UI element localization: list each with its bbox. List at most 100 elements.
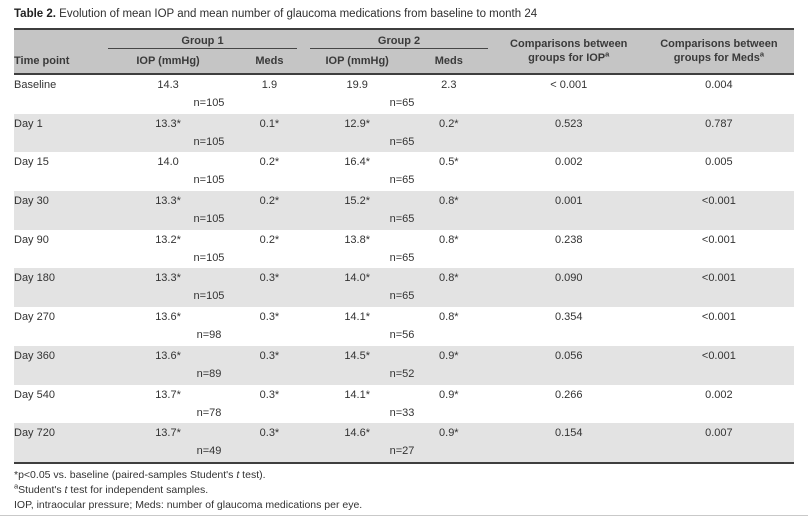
cell-g1-iop: 13.6*: [155, 311, 181, 324]
cell-g1-n: n=49: [196, 445, 222, 458]
cell-timepoint: Day 15: [14, 156, 49, 169]
cell-g2-iop: 19.9: [346, 79, 368, 91]
header-comparison-meds: Comparisons between groups for Medsa: [644, 38, 794, 65]
cell-g1-meds: 1.9: [261, 79, 278, 91]
cell-comp-meds: 0.004: [705, 79, 733, 91]
table-row-day180: Day 180 13.3* 0.3* 14.0* 0.8* 0.090 <0.0…: [14, 268, 794, 308]
cell-g2-meds: 2.3: [441, 79, 457, 91]
cell-g2-meds: 0.8*: [439, 195, 459, 208]
cell-g2-n: n=65: [389, 290, 415, 303]
cell-comp-iop: 0.238: [554, 233, 583, 246]
cell-g1-n: n=78: [196, 406, 222, 419]
cell-g1-meds: 0.3*: [259, 388, 280, 401]
cell-g1-meds: 0.2*: [259, 195, 280, 208]
table-row-day720: Day 720 13.7* 0.3* 14.6* 0.9* 0.154 0.00…: [14, 423, 794, 462]
cell-g1-iop: 13.7*: [155, 427, 181, 440]
cell-comp-meds: 0.007: [705, 427, 733, 440]
cell-g1-iop: 13.3*: [155, 117, 181, 130]
cell-g1-n: n=105: [193, 213, 225, 226]
footnote-text: IOP, intraocular pressure; Meds: number …: [14, 498, 363, 511]
table-body: Baseline 14.3 1.9 19.9 2.3 < 0.001 0.004…: [14, 75, 794, 464]
footnote-a: aStudent's t test for independent sample…: [14, 481, 794, 498]
cell-g1-iop: 13.7*: [155, 388, 181, 401]
header-g1-meds: Meds: [255, 55, 284, 67]
cell-comp-iop: 0.354: [554, 311, 583, 324]
footnote-text: Student's: [18, 483, 65, 496]
cell-g1-meds: 0.2*: [259, 156, 280, 169]
cell-g2-n: n=56: [389, 329, 415, 342]
cell-timepoint: Day 180: [14, 272, 55, 285]
cell-g1-n: n=105: [193, 174, 225, 187]
cell-comp-iop: 0.001: [554, 195, 583, 208]
cell-g2-n: n=27: [389, 445, 415, 458]
footnote-italic-t: t: [236, 468, 240, 481]
cell-g1-n: n=105: [193, 290, 225, 303]
header-time-point: Time point: [14, 55, 70, 67]
cell-g1-iop: 14.3: [157, 79, 179, 91]
cell-g2-iop: 15.2*: [344, 195, 371, 208]
cell-comp-iop: 0.090: [554, 272, 583, 285]
cell-timepoint: Baseline: [14, 79, 57, 91]
footnote-marker: a: [605, 48, 610, 58]
cell-g2-iop: 13.8*: [344, 233, 371, 246]
footnote-abbreviations: IOP, intraocular pressure; Meds: number …: [14, 498, 794, 513]
header-g2-meds: Meds: [434, 55, 463, 67]
cell-timepoint: Day 90: [14, 233, 49, 246]
cell-g1-n: n=105: [193, 135, 225, 148]
table-row-day90: Day 90 13.2* 0.2* 13.8* 0.8* 0.238 <0.00…: [14, 229, 794, 269]
cell-g2-meds: 0.5*: [439, 156, 459, 169]
header-comparison-meds-line1: Comparisons between: [660, 38, 778, 50]
cell-g1-iop: 13.6*: [155, 349, 181, 362]
footnote-asterisk: *p<0.05 vs. baseline (paired-samples Stu…: [14, 468, 794, 483]
cell-comp-meds: <0.001: [701, 233, 736, 246]
cell-g1-meds: 0.3*: [259, 311, 280, 324]
footnote-text: test).: [239, 468, 266, 481]
header-comparison-iop-line2: groups for IOP: [528, 51, 606, 64]
cell-g2-n: n=65: [389, 97, 415, 109]
cell-comp-iop: 0.056: [554, 349, 583, 362]
cell-g2-iop: 14.1*: [344, 311, 371, 324]
cell-timepoint: Day 30: [14, 195, 49, 208]
table-number: Table 2.: [14, 8, 56, 20]
cell-comp-meds: 0.002: [705, 388, 733, 401]
table-row-day1: Day 1 13.3* 0.1* 12.9* 0.2* 0.523 0.787 …: [14, 113, 794, 153]
cell-comp-meds: <0.001: [701, 311, 736, 324]
cell-g1-iop: 13.3*: [155, 195, 181, 208]
table-row-day15: Day 15 14.0 0.2* 16.4* 0.5* 0.002 0.005 …: [14, 152, 794, 192]
header-comparison-meds-line2: groups for Meds: [673, 51, 760, 64]
cell-comp-meds: <0.001: [701, 272, 736, 285]
footnote-text: test for independent samples.: [67, 483, 209, 496]
header-group1: Group 1: [107, 30, 298, 49]
cell-g1-meds: 0.2*: [259, 233, 280, 246]
cell-comp-meds: <0.001: [701, 349, 736, 362]
cell-g1-meds: 0.3*: [259, 272, 280, 285]
footnote-marker: a: [759, 48, 765, 58]
header-comparison-iop-line1: Comparisons between: [510, 38, 628, 50]
table-row-day360: Day 360 13.6* 0.3* 14.5* 0.9* 0.056 <0.0…: [14, 345, 794, 385]
cell-comp-meds: 0.005: [705, 156, 733, 169]
cell-g2-iop: 12.9*: [344, 117, 371, 130]
cell-g1-iop: 14.0: [157, 156, 179, 169]
cell-g2-iop: 14.0*: [344, 272, 371, 285]
table-row-day30: Day 30 13.3* 0.2* 15.2* 0.8* 0.001 <0.00…: [14, 191, 794, 230]
cell-comp-meds: 0.787: [705, 117, 733, 130]
table-container: Table 2. Evolution of mean IOP and mean …: [14, 0, 794, 513]
cell-g2-iop: 14.5*: [344, 349, 371, 362]
cell-timepoint: Day 720: [14, 427, 55, 440]
cell-g1-n: n=105: [193, 251, 225, 264]
cell-g2-n: n=65: [389, 213, 415, 226]
cell-g1-n: n=105: [193, 97, 225, 109]
cell-timepoint: Day 360: [14, 349, 55, 362]
cell-g1-n: n=98: [196, 329, 222, 342]
cell-timepoint: Day 540: [14, 388, 55, 401]
cell-g2-meds: 0.9*: [439, 388, 459, 401]
cell-comp-meds: <0.001: [701, 195, 736, 208]
cell-g2-meds: 0.9*: [439, 427, 459, 440]
cell-g1-iop: 13.2*: [155, 233, 181, 246]
cell-g1-meds: 0.3*: [259, 427, 280, 440]
footnote-marker: a: [14, 481, 19, 491]
cell-g1-meds: 0.1*: [259, 117, 280, 130]
cell-g2-meds: 0.8*: [439, 272, 459, 285]
cell-g1-n: n=89: [196, 367, 222, 380]
